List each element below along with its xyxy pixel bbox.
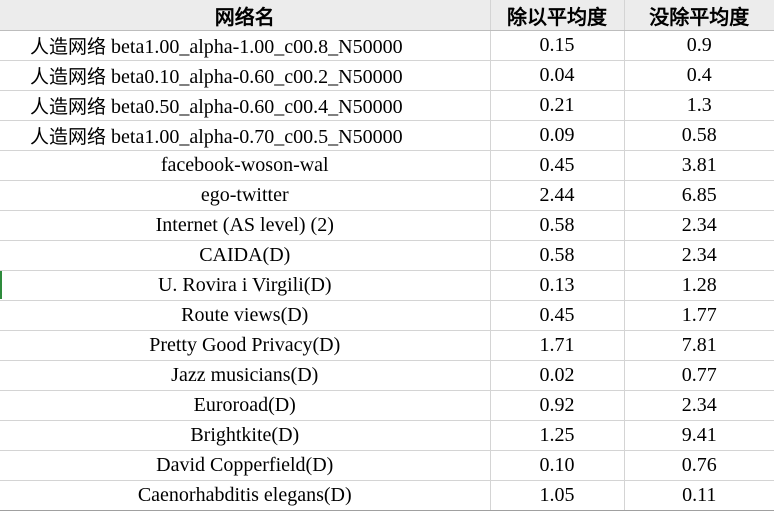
network-name-prefix: 人造网络: [30, 36, 107, 58]
cell-divided-value[interactable]: 0.04: [490, 60, 625, 91]
table-row: 人造网络 beta1.00_alpha-1.00_c00.8_N50000 0.1…: [0, 30, 774, 61]
cell-network-name[interactable]: Route views(D): [0, 300, 491, 331]
cell-raw-value[interactable]: 2.34: [624, 390, 774, 421]
network-name-text: U. Rovira i Virgili(D): [157, 274, 332, 296]
cell-divided-value[interactable]: 0.09: [490, 120, 625, 151]
cell-network-name[interactable]: Pretty Good Privacy(D): [0, 330, 491, 361]
cell-divided-value[interactable]: 0.45: [490, 300, 625, 331]
cell-raw-value[interactable]: 9.41: [624, 420, 774, 451]
cell-network-name[interactable]: Caenorhabditis elegans(D): [0, 480, 491, 511]
table-row: Internet (AS level) (2) 0.58 2.34: [0, 210, 774, 241]
table-row: 人造网络 beta0.50_alpha-0.60_c00.4_N50000 0.2…: [0, 90, 774, 121]
network-name-text: Pretty Good Privacy(D): [149, 334, 341, 356]
cell-divided-value[interactable]: 0.58: [490, 210, 625, 241]
table-row: Pretty Good Privacy(D) 1.71 7.81: [0, 330, 774, 361]
cell-network-name[interactable]: David Copperfield(D): [0, 450, 491, 481]
network-name-prefix: 人造网络: [30, 96, 107, 118]
network-name-text: Brightkite(D): [190, 424, 300, 446]
cell-divided-value[interactable]: 0.92: [490, 390, 625, 421]
header-not-divided-by-avg-degree[interactable]: 没除平均度: [624, 0, 774, 31]
table-bottom-border: [0, 510, 774, 511]
table-header: 网络名 除以平均度 没除平均度: [0, 0, 774, 31]
cell-network-name[interactable]: Jazz musicians(D): [0, 360, 491, 391]
network-name-text: David Copperfield(D): [156, 454, 334, 476]
cell-raw-value[interactable]: 1.28: [624, 270, 774, 301]
cell-network-name[interactable]: Euroroad(D): [0, 390, 491, 421]
header-row: 网络名 除以平均度 没除平均度: [0, 0, 774, 31]
cell-network-name[interactable]: ego-twitter: [0, 180, 491, 211]
network-name-text: beta1.00_alpha-0.70_c00.5_N50000: [106, 126, 403, 148]
network-name-text: ego-twitter: [200, 184, 289, 206]
cell-raw-value[interactable]: 2.34: [624, 240, 774, 271]
cell-divided-value[interactable]: 0.15: [490, 30, 625, 61]
table-body: 人造网络 beta1.00_alpha-1.00_c00.8_N50000 0.1…: [0, 30, 774, 511]
cell-network-name[interactable]: 人造网络 beta1.00_alpha-1.00_c00.8_N50000: [0, 30, 491, 61]
network-name-text: Route views(D): [181, 304, 309, 326]
cell-network-name[interactable]: Internet (AS level) (2): [0, 210, 491, 241]
network-name-prefix: 人造网络: [30, 126, 107, 148]
cell-network-name[interactable]: U. Rovira i Virgili(D): [0, 270, 491, 301]
header-divided-by-avg-degree[interactable]: 除以平均度: [490, 0, 625, 31]
network-name-text: Caenorhabditis elegans(D): [137, 484, 352, 506]
network-name-text: Jazz musicians(D): [171, 364, 319, 386]
cell-divided-value[interactable]: 0.02: [490, 360, 625, 391]
cell-raw-value[interactable]: 0.9: [624, 30, 774, 61]
network-name-text: beta0.50_alpha-0.60_c00.4_N50000: [106, 96, 403, 118]
cell-divided-value[interactable]: 1.71: [490, 330, 625, 361]
table-row: Jazz musicians(D) 0.02 0.77: [0, 360, 774, 391]
cell-raw-value[interactable]: 0.11: [624, 480, 774, 511]
cell-raw-value[interactable]: 0.77: [624, 360, 774, 391]
cell-divided-value[interactable]: 0.58: [490, 240, 625, 271]
cell-divided-value[interactable]: 2.44: [490, 180, 625, 211]
cell-raw-value[interactable]: 6.85: [624, 180, 774, 211]
cell-raw-value[interactable]: 1.3: [624, 90, 774, 121]
cell-network-name[interactable]: Brightkite(D): [0, 420, 491, 451]
cell-network-name[interactable]: facebook-woson-wal: [0, 150, 491, 181]
table-row: David Copperfield(D) 0.10 0.76: [0, 450, 774, 481]
cell-network-name[interactable]: 人造网络 beta0.10_alpha-0.60_c00.2_N50000: [0, 60, 491, 91]
network-name-prefix: 人造网络: [30, 66, 107, 88]
header-network-name[interactable]: 网络名: [0, 0, 491, 31]
cell-divided-value[interactable]: 0.21: [490, 90, 625, 121]
cell-raw-value[interactable]: 3.81: [624, 150, 774, 181]
cell-divided-value[interactable]: 0.10: [490, 450, 625, 481]
cell-divided-value[interactable]: 0.13: [490, 270, 625, 301]
cell-raw-value[interactable]: 1.77: [624, 300, 774, 331]
cell-raw-value[interactable]: 0.58: [624, 120, 774, 151]
cell-divided-value[interactable]: 0.45: [490, 150, 625, 181]
table-row: CAIDA(D) 0.58 2.34: [0, 240, 774, 271]
cell-network-name[interactable]: CAIDA(D): [0, 240, 491, 271]
network-name-text: Internet (AS level) (2): [155, 214, 334, 236]
table-row: Brightkite(D) 1.25 9.41: [0, 420, 774, 451]
active-row-marker: [0, 271, 2, 299]
table-row: ego-twitter 2.44 6.85: [0, 180, 774, 211]
cell-raw-value[interactable]: 2.34: [624, 210, 774, 241]
cell-divided-value[interactable]: 1.25: [490, 420, 625, 451]
cell-network-name[interactable]: 人造网络 beta0.50_alpha-0.60_c00.4_N50000: [0, 90, 491, 121]
table-row: facebook-woson-wal 0.45 3.81: [0, 150, 774, 181]
table-row: Euroroad(D) 0.92 2.34: [0, 390, 774, 421]
network-name-text: facebook-woson-wal: [160, 154, 329, 176]
cell-raw-value[interactable]: 7.81: [624, 330, 774, 361]
network-name-text: beta0.10_alpha-0.60_c00.2_N50000: [106, 66, 403, 88]
cell-divided-value[interactable]: 1.05: [490, 480, 625, 511]
table-row: 人造网络 beta0.10_alpha-0.60_c00.2_N50000 0.0…: [0, 60, 774, 91]
table-row: U. Rovira i Virgili(D) 0.13 1.28: [0, 270, 774, 301]
table-row: Route views(D) 0.45 1.77: [0, 300, 774, 331]
cell-raw-value[interactable]: 0.76: [624, 450, 774, 481]
network-name-text: CAIDA(D): [199, 244, 291, 266]
network-name-text: beta1.00_alpha-1.00_c00.8_N50000: [106, 36, 403, 58]
cell-raw-value[interactable]: 0.4: [624, 60, 774, 91]
network-name-text: Euroroad(D): [193, 394, 296, 416]
table-row: 人造网络 beta1.00_alpha-0.70_c00.5_N50000 0.0…: [0, 120, 774, 151]
cell-network-name[interactable]: 人造网络 beta1.00_alpha-0.70_c00.5_N50000: [0, 120, 491, 151]
table-row: Caenorhabditis elegans(D) 1.05 0.11: [0, 480, 774, 511]
